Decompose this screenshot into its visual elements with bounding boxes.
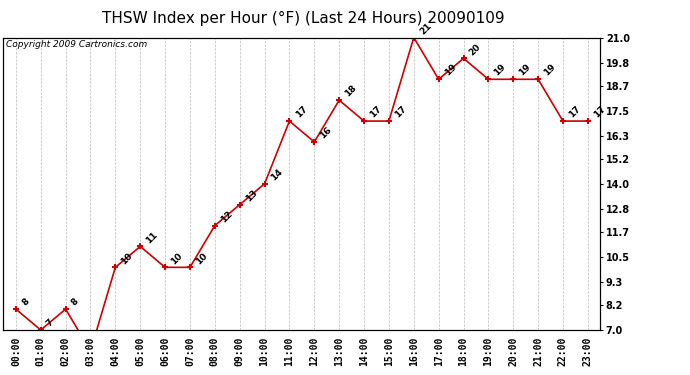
Text: 8: 8 — [70, 297, 81, 308]
Text: 19: 19 — [542, 63, 558, 78]
Text: Copyright 2009 Cartronics.com: Copyright 2009 Cartronics.com — [6, 40, 148, 50]
Text: THSW Index per Hour (°F) (Last 24 Hours) 20090109: THSW Index per Hour (°F) (Last 24 Hours)… — [102, 11, 505, 26]
Text: 17: 17 — [393, 104, 408, 120]
Text: 17: 17 — [294, 104, 309, 120]
Text: 19: 19 — [493, 63, 508, 78]
Text: 6: 6 — [0, 374, 1, 375]
Text: 20: 20 — [468, 42, 483, 57]
Text: 8: 8 — [20, 297, 31, 308]
Text: 17: 17 — [368, 104, 384, 120]
Text: 12: 12 — [219, 209, 234, 224]
Text: 17: 17 — [592, 104, 607, 120]
Text: 17: 17 — [567, 104, 582, 120]
Text: 16: 16 — [319, 125, 334, 141]
Text: 13: 13 — [244, 188, 259, 203]
Text: 7: 7 — [45, 318, 56, 328]
Text: 10: 10 — [119, 251, 135, 266]
Text: 11: 11 — [144, 230, 159, 245]
Text: 10: 10 — [169, 251, 184, 266]
Text: 14: 14 — [268, 167, 284, 182]
Text: 10: 10 — [194, 251, 209, 266]
Text: 21: 21 — [418, 21, 433, 36]
Text: 18: 18 — [344, 84, 359, 99]
Text: 19: 19 — [443, 63, 458, 78]
Text: 19: 19 — [518, 63, 533, 78]
